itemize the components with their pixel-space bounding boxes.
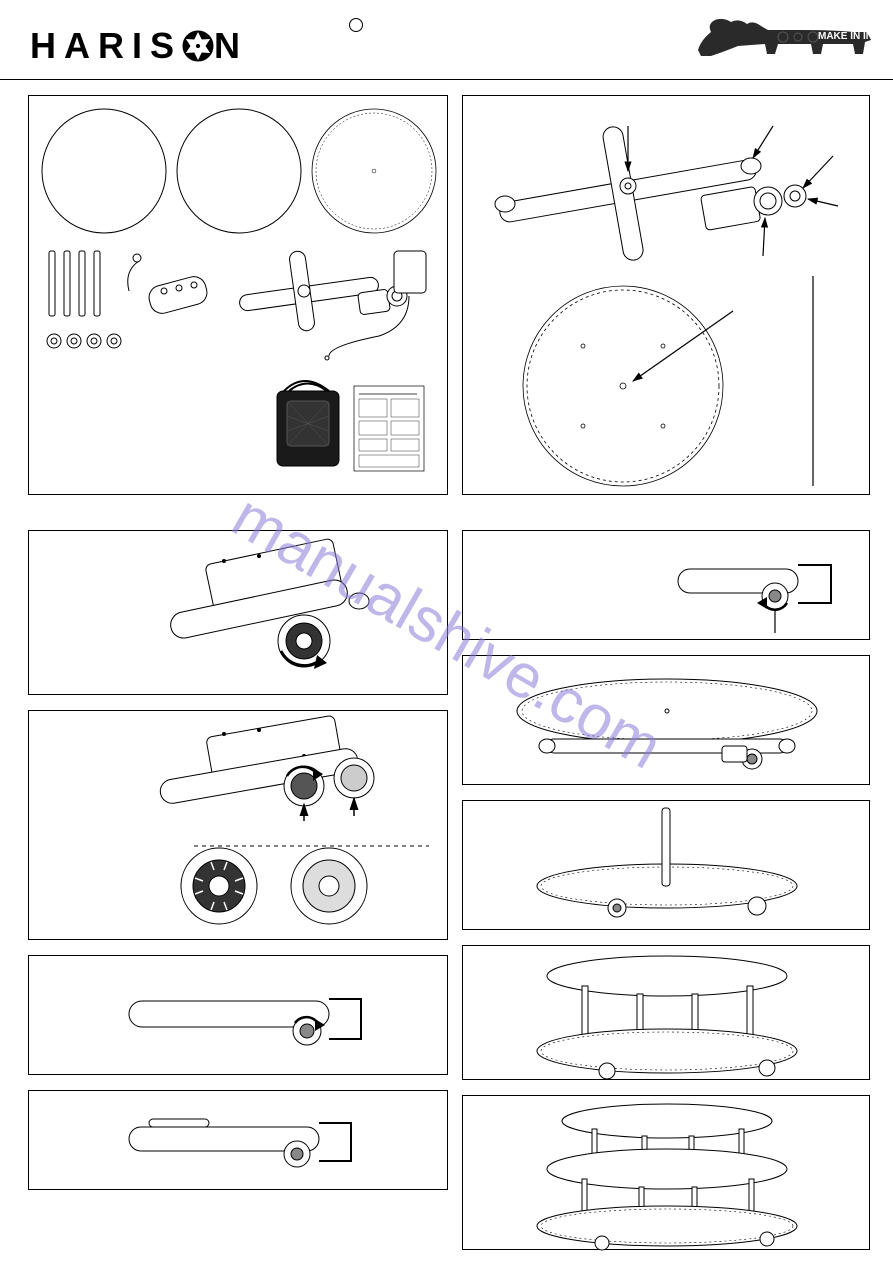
panel-parts-inventory (28, 95, 448, 495)
panel-disc-on-base (462, 655, 870, 785)
handle-reverse-diagram (463, 531, 871, 641)
make-in-india-badge: MAKE IN INDIA (693, 12, 878, 64)
brand-logo: HARIS N (30, 25, 248, 67)
panel-wheel-unlock (28, 530, 448, 695)
brand-letters-before: HARIS (30, 25, 182, 66)
disc-on-base-diagram (463, 656, 871, 786)
degree-icon (349, 18, 363, 32)
top-disc-diagram (463, 946, 871, 1081)
panel-pillar-insert (462, 800, 870, 930)
parts-diagram (29, 96, 449, 496)
page-header: HARIS N MAKE IN INDIA (0, 0, 893, 80)
handle-forward-diagram (29, 956, 449, 1076)
panel-wheel-adjust (28, 710, 448, 940)
aperture-icon (182, 30, 214, 62)
wheel-unlock-diagram (29, 531, 449, 696)
page-content (0, 85, 893, 1263)
panel-overview (462, 95, 870, 495)
wheel-adjust-diagram (29, 711, 449, 941)
pillar-insert-diagram (463, 801, 871, 931)
panel-handle-forward (28, 955, 448, 1075)
panel-two-discs (462, 1095, 870, 1250)
two-discs-diagram (463, 1096, 871, 1251)
handle-detail-diagram (29, 1091, 449, 1191)
overview-diagram (463, 96, 871, 496)
badge-text: MAKE IN INDIA (818, 31, 878, 42)
panel-handle-detail (28, 1090, 448, 1190)
panel-handle-reverse (462, 530, 870, 640)
brand-letters-after: N (214, 25, 248, 66)
panel-top-disc (462, 945, 870, 1080)
